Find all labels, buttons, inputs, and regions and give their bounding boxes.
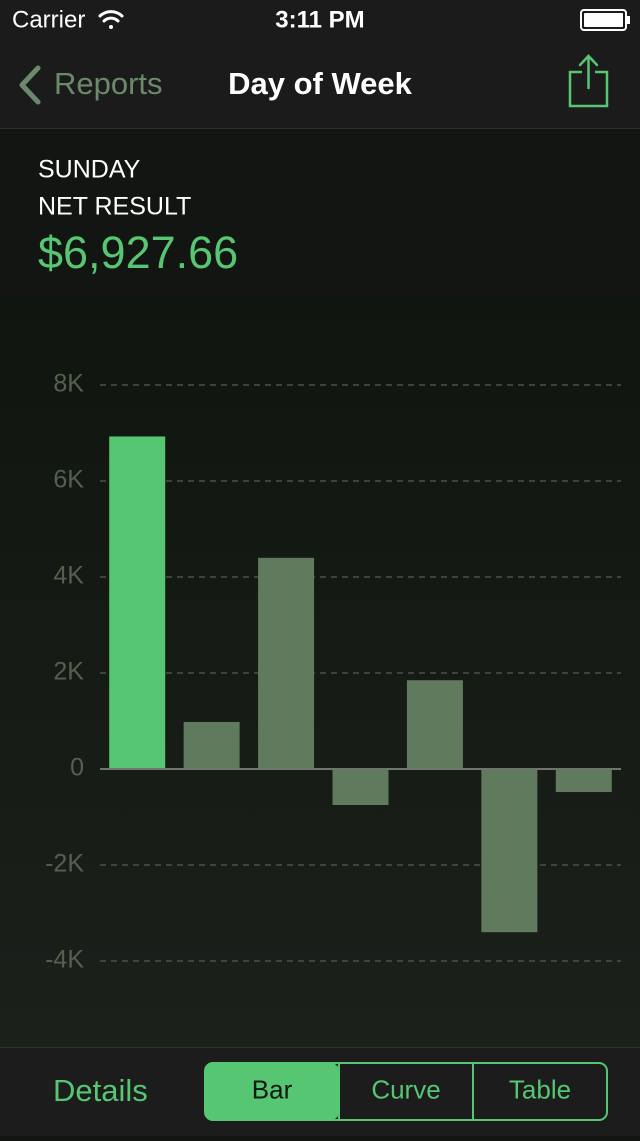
summary-value: $6,927.66 <box>38 227 238 278</box>
summary-metric: NET RESULT <box>38 193 191 221</box>
y-tick-label: 8K <box>53 370 84 398</box>
bar[interactable] <box>406 680 463 769</box>
bar[interactable] <box>109 436 166 769</box>
y-tick-label: 6K <box>53 466 84 494</box>
y-tick-label: -4K <box>45 946 84 974</box>
segment-2[interactable]: Table <box>509 1074 571 1104</box>
bar[interactable] <box>332 769 389 805</box>
wifi-icon <box>98 10 124 29</box>
back-button[interactable]: Reports <box>19 65 163 105</box>
summary-panel <box>0 129 640 298</box>
chart: -4K -2K 0 2K 4K 6K 8K <box>45 370 621 974</box>
bar[interactable] <box>555 769 612 793</box>
bar[interactable] <box>481 769 538 933</box>
bar[interactable] <box>183 721 240 769</box>
battery-icon <box>580 9 630 31</box>
y-tick-label: 0 <box>70 754 84 782</box>
top-bar <box>0 0 640 128</box>
bar[interactable] <box>258 557 315 769</box>
back-label[interactable]: Reports <box>54 66 163 101</box>
details-button[interactable]: Details <box>53 1073 148 1108</box>
clock: 3:11 PM <box>275 6 364 33</box>
segment-1[interactable]: Curve <box>371 1074 440 1104</box>
segmented-control: Bar Curve Table <box>204 1062 608 1121</box>
segment-0[interactable]: Bar <box>252 1074 293 1104</box>
y-tick-label: 2K <box>53 658 84 686</box>
y-tick-label: -2K <box>45 850 84 878</box>
y-tick-label: 4K <box>53 562 84 590</box>
share-button[interactable] <box>568 54 609 108</box>
segment-selected-fill <box>205 1063 339 1120</box>
nav-title: Day of Week <box>228 66 413 101</box>
summary-day: SUNDAY <box>38 156 141 184</box>
carrier: Carrier <box>12 6 85 33</box>
